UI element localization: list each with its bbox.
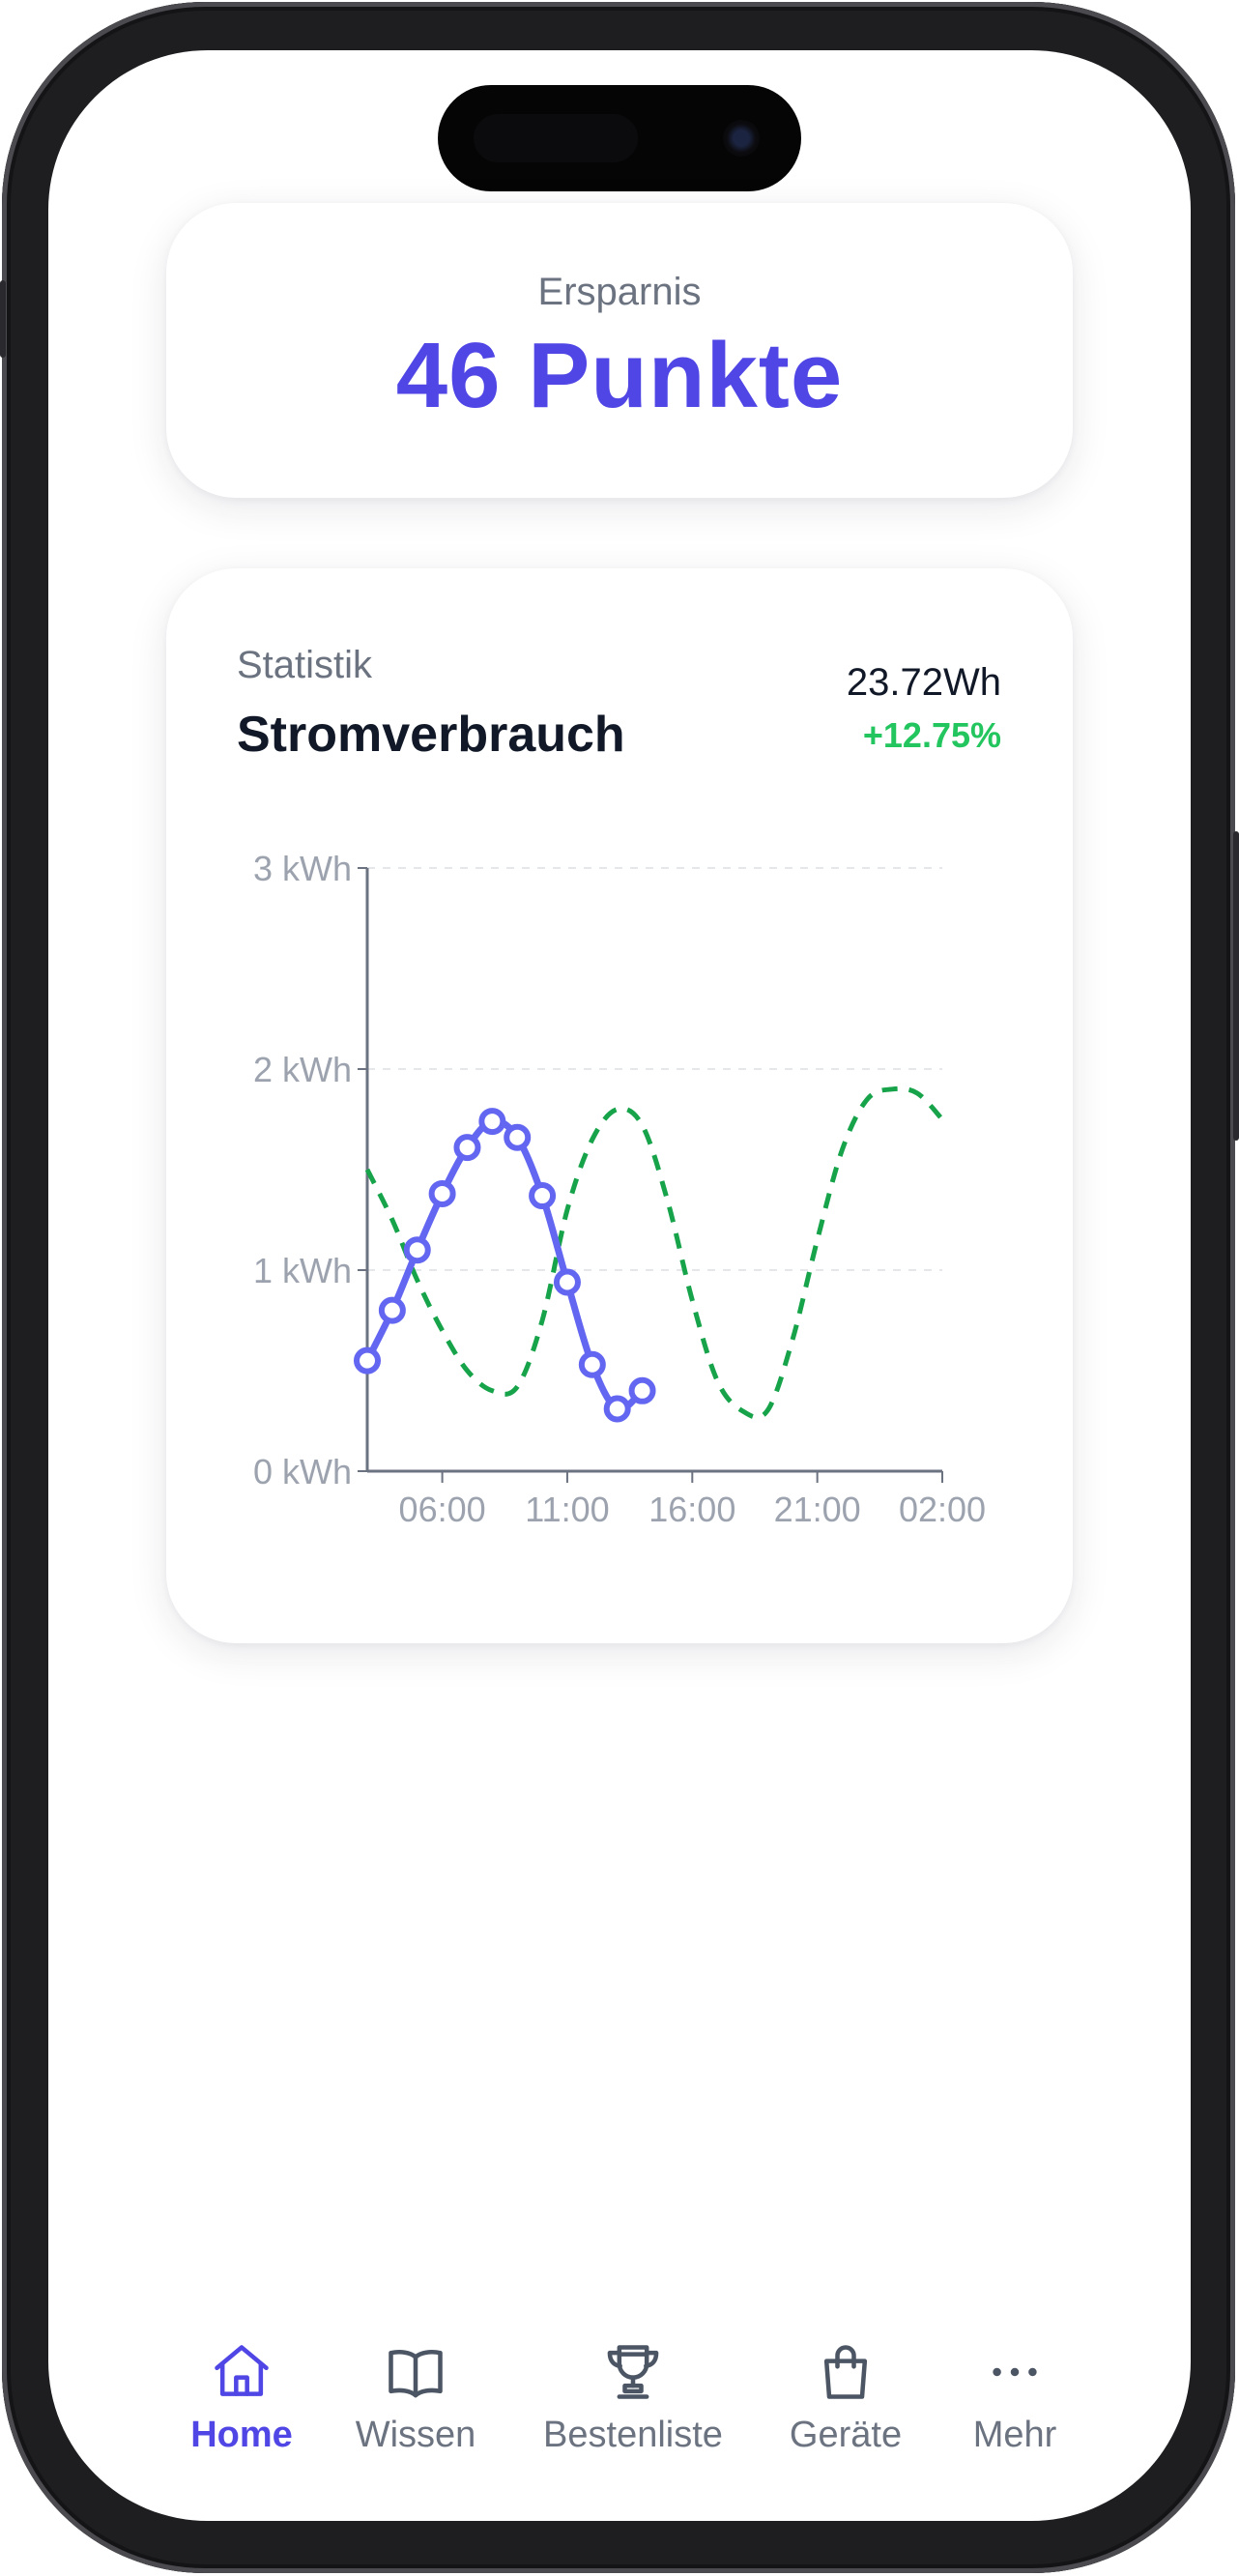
tab-home[interactable]: Home xyxy=(179,2339,304,2484)
tab-bar: Home Wissen Bestenliste Geräte Mehr xyxy=(164,2339,1092,2484)
tab-wissen-label: Wissen xyxy=(355,2415,476,2455)
tab-bestenliste[interactable]: Bestenliste xyxy=(532,2339,735,2484)
shopping-bag-icon xyxy=(823,2345,868,2399)
consumption-change: +12.75% xyxy=(862,715,1001,755)
tab-home-label: Home xyxy=(190,2415,293,2455)
camera-icon xyxy=(723,120,760,157)
tab-bestenliste-label: Bestenliste xyxy=(543,2415,723,2455)
tab-mehr-label: Mehr xyxy=(972,2415,1057,2455)
statistics-title: Stromverbrauch xyxy=(237,707,625,763)
more-icon xyxy=(993,2367,1037,2377)
consumption-total: 23.72Wh xyxy=(846,661,1001,704)
tab-geraete-label: Geräte xyxy=(789,2415,903,2455)
home-icon xyxy=(215,2345,269,2396)
tab-mehr[interactable]: Mehr xyxy=(952,2339,1078,2484)
tab-geraete[interactable]: Geräte xyxy=(778,2339,913,2484)
volume-button xyxy=(0,280,6,358)
power-button xyxy=(1233,831,1239,1141)
statistics-eyebrow: Statistik xyxy=(237,644,373,686)
trophy-icon xyxy=(607,2345,659,2399)
savings-card[interactable] xyxy=(166,203,1073,498)
savings-value: 46 Punkte xyxy=(395,324,844,427)
island-sensor xyxy=(474,114,638,162)
savings-label: Ersparnis xyxy=(537,271,702,313)
book-icon xyxy=(389,2350,443,2398)
tab-wissen[interactable]: Wissen xyxy=(348,2339,483,2484)
